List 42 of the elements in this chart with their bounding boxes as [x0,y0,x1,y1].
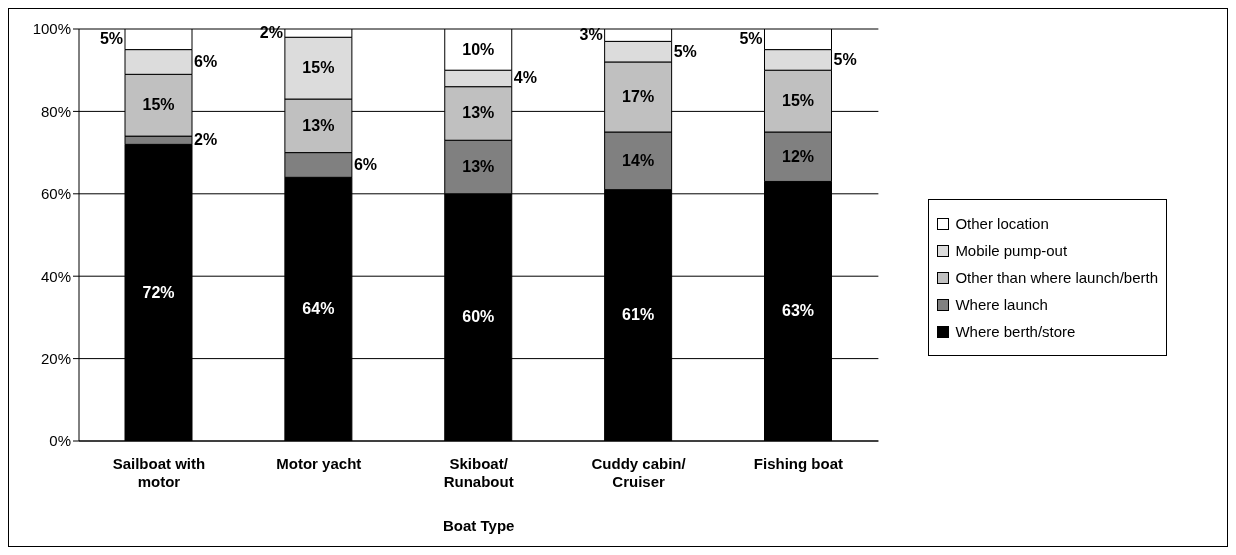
data-label: 13% [462,158,495,176]
legend-label: Where launch [955,296,1048,313]
data-label: 4% [513,69,537,87]
data-label: 60% [462,308,495,326]
data-label: 2% [194,131,218,149]
legend-label: Where berth/store [955,323,1076,340]
x-tick-label: Sailboat with motor [112,455,206,490]
data-label: 17% [622,87,655,105]
y-tick-label: 40% [40,267,71,285]
data-label: 13% [302,116,335,134]
y-tick-label: 60% [40,185,71,203]
data-label: 64% [302,300,335,318]
data-label: 3% [579,26,603,44]
data-label: 5% [99,30,123,48]
data-label: 12% [781,147,815,165]
data-label: 15% [302,59,335,77]
y-tick-label: 100% [32,20,71,38]
data-label: 63% [781,302,815,320]
data-label: 13% [462,104,495,122]
y-tick-label: 20% [40,349,71,367]
data-label: 72% [142,283,175,301]
x-tick-label: Fishing boat [753,455,844,472]
data-label: 10% [462,40,495,58]
legend-label: Other location [955,215,1049,232]
data-label: 2% [259,24,283,42]
y-tick-label: 80% [40,102,71,120]
x-tick-label: Motor yacht [276,455,362,472]
data-label: 5% [739,30,763,48]
data-label: 14% [622,151,655,169]
data-label: 6% [194,52,218,70]
data-label: 5% [673,42,697,60]
data-label: 15% [142,96,175,114]
legend-label: Mobile pump-out [955,242,1068,259]
data-label: 15% [781,92,815,110]
x-tick-label: Cuddy cabin/ Cruiser [591,455,687,490]
x-tick-label: Skiboat/ Runabout [443,455,514,490]
legend-label: Other than where launch/berth [955,269,1158,286]
data-label: 61% [622,306,655,324]
y-tick-label: 0% [49,432,71,450]
data-label: 6% [353,155,377,173]
x-axis-title: Boat Type [442,517,515,534]
data-label: 5% [833,50,857,68]
